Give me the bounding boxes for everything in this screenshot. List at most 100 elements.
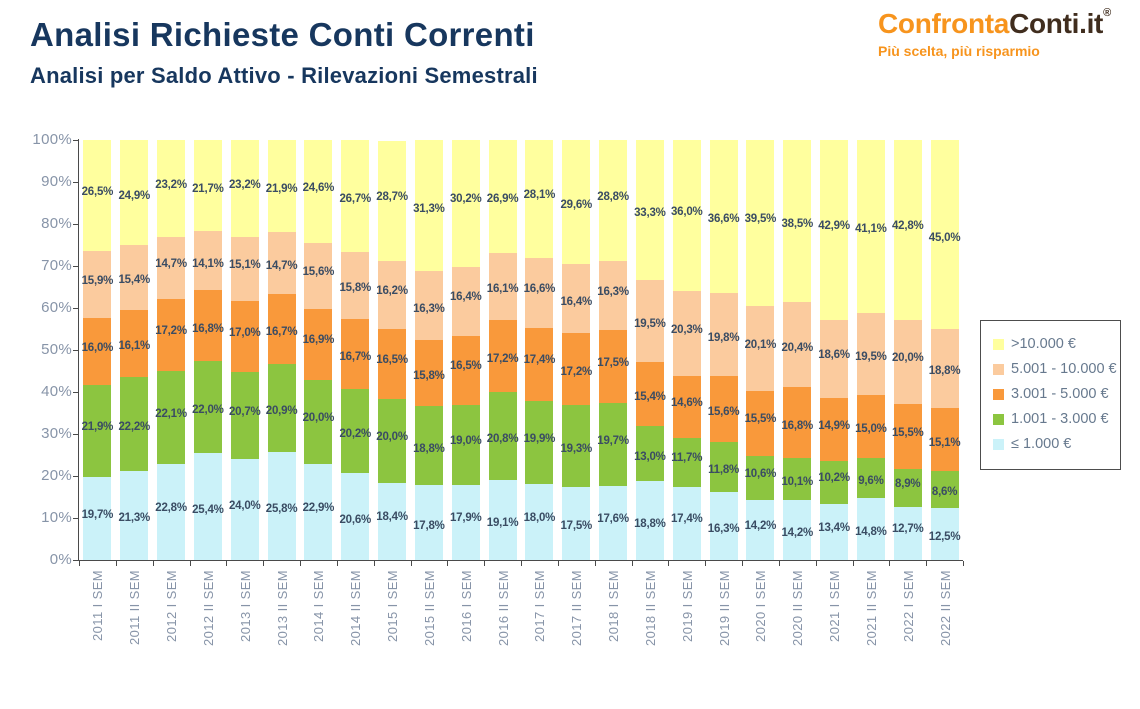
bar-segment xyxy=(635,279,664,362)
page-subtitle: Analisi per Saldo Attivo - Rilevazioni S… xyxy=(30,63,538,88)
x-axis-category-label: 2021 II SEM xyxy=(863,570,879,646)
bar-segment xyxy=(304,140,333,244)
bar-segment xyxy=(672,437,701,487)
bar-segment xyxy=(304,379,333,464)
bar-segment xyxy=(893,140,922,321)
segment-value-label: 28,7% xyxy=(376,191,408,204)
segment-value-label: 13,0% xyxy=(634,450,666,463)
bar-segment xyxy=(635,426,664,482)
bar-segment xyxy=(820,503,849,560)
bar-segment xyxy=(562,140,591,265)
segment-value-label: 16,8% xyxy=(192,322,224,335)
segment-value-label: 20,3% xyxy=(670,323,703,336)
bar-segment xyxy=(414,406,443,486)
x-axis-category-label: 2018 II SEM xyxy=(642,570,658,646)
bar-segment xyxy=(672,291,701,377)
bar-segment xyxy=(783,301,812,388)
bar-segment xyxy=(304,463,333,560)
segment-value-label: 19,7% xyxy=(81,508,114,521)
segment-value-label: 18,0% xyxy=(523,512,556,525)
segment-value-label: 24,0% xyxy=(228,499,261,512)
y-axis-line xyxy=(78,139,79,561)
segment-value-label: 16,5% xyxy=(376,354,408,367)
bar-segment xyxy=(672,486,701,560)
x-axis-category-label: 2022 II SEM xyxy=(937,570,953,646)
bar-segment xyxy=(451,405,480,485)
bar-segment xyxy=(193,290,222,361)
bar-segment xyxy=(414,485,443,560)
segment-value-label: 26,7% xyxy=(339,193,372,206)
bar-segment xyxy=(709,139,738,294)
x-axis-category-label: 2016 I SEM xyxy=(458,570,474,642)
y-tick-mark xyxy=(73,434,79,435)
x-tick-mark xyxy=(410,561,412,566)
segment-value-label: 23,2% xyxy=(155,178,187,191)
bar-segment xyxy=(488,139,517,253)
bar-segment xyxy=(488,252,517,321)
bar-segment xyxy=(157,464,186,560)
segment-value-label: 29,6% xyxy=(560,199,593,212)
y-tick-mark xyxy=(73,350,79,351)
segment-value-label: 19,1% xyxy=(486,516,519,529)
bar-segment xyxy=(120,309,149,378)
x-axis-category-label: 2022 I SEM xyxy=(900,570,916,642)
segment-value-label: 20,1% xyxy=(744,338,777,351)
bar-segment xyxy=(83,251,112,319)
segment-value-label: 18,4% xyxy=(376,511,408,524)
bar-segment xyxy=(230,372,259,460)
bar-segment xyxy=(267,451,296,560)
segment-value-label: 16,8% xyxy=(781,419,814,432)
segment-value-label: 28,8% xyxy=(597,190,629,203)
segment-value-label: 26,9% xyxy=(486,193,519,206)
bar-segment xyxy=(341,252,370,319)
bar-segment xyxy=(230,237,259,301)
bar-segment xyxy=(120,245,149,310)
segment-value-label: 20,9% xyxy=(265,404,298,417)
y-tick-mark xyxy=(73,518,79,519)
segment-value-label: 19,0% xyxy=(449,434,482,447)
x-tick-mark xyxy=(926,561,928,566)
legend-swatch-icon xyxy=(993,388,1004,400)
bar-segment xyxy=(783,457,812,501)
segment-value-label: 12,7% xyxy=(891,523,924,536)
x-axis-category-label: 2011 II SEM xyxy=(127,570,143,645)
x-axis-category-label: 2015 I SEM xyxy=(385,570,401,642)
bar-segment xyxy=(488,392,517,480)
bar-segment xyxy=(451,140,480,267)
y-tick-mark xyxy=(73,140,79,141)
x-axis-category-label: 2017 I SEM xyxy=(532,570,548,642)
bar-segment xyxy=(378,140,407,262)
brand-logo-part1: Confronta xyxy=(878,8,1010,39)
bar-segment xyxy=(230,140,259,238)
legend-swatch-icon xyxy=(993,438,1004,450)
y-tick-mark xyxy=(73,182,79,183)
x-axis-category-label: 2020 II SEM xyxy=(790,570,806,646)
bar-segment xyxy=(157,371,186,465)
segment-value-label: 11,7% xyxy=(671,452,703,465)
x-tick-mark xyxy=(115,561,117,566)
bar-segment xyxy=(672,376,701,438)
x-tick-mark xyxy=(263,561,265,566)
x-tick-mark xyxy=(705,561,707,566)
chart-legend: >10.000 € 5.001 - 10.000 € 3.001 - 5.000 €… xyxy=(980,320,1121,470)
bar-segment xyxy=(856,457,885,498)
segment-value-label: 18,8% xyxy=(928,365,961,378)
segment-value-label: 10,2% xyxy=(818,472,850,485)
bar-segment xyxy=(488,479,517,560)
segment-value-label: 22,9% xyxy=(302,501,335,514)
segment-value-label: 17,9% xyxy=(449,512,482,525)
x-axis-category-label: 2011 I SEM xyxy=(90,570,106,641)
bar-segment xyxy=(120,377,149,471)
bar-segment xyxy=(562,486,591,560)
bar-segment xyxy=(599,329,628,404)
segment-value-label: 16,7% xyxy=(339,350,372,363)
bar-segment xyxy=(599,140,628,262)
segment-value-label: 26,5% xyxy=(81,185,114,198)
segment-value-label: 19,5% xyxy=(855,350,887,363)
segment-value-label: 19,3% xyxy=(560,442,593,455)
brand-logo: ConfrontaConti.it® Più scelta, più rispa… xyxy=(878,8,1111,59)
segment-value-label: 20,2% xyxy=(339,428,372,441)
bar-segment xyxy=(414,271,443,340)
segment-value-label: 20,4% xyxy=(781,341,814,354)
bar-segment xyxy=(341,388,370,474)
